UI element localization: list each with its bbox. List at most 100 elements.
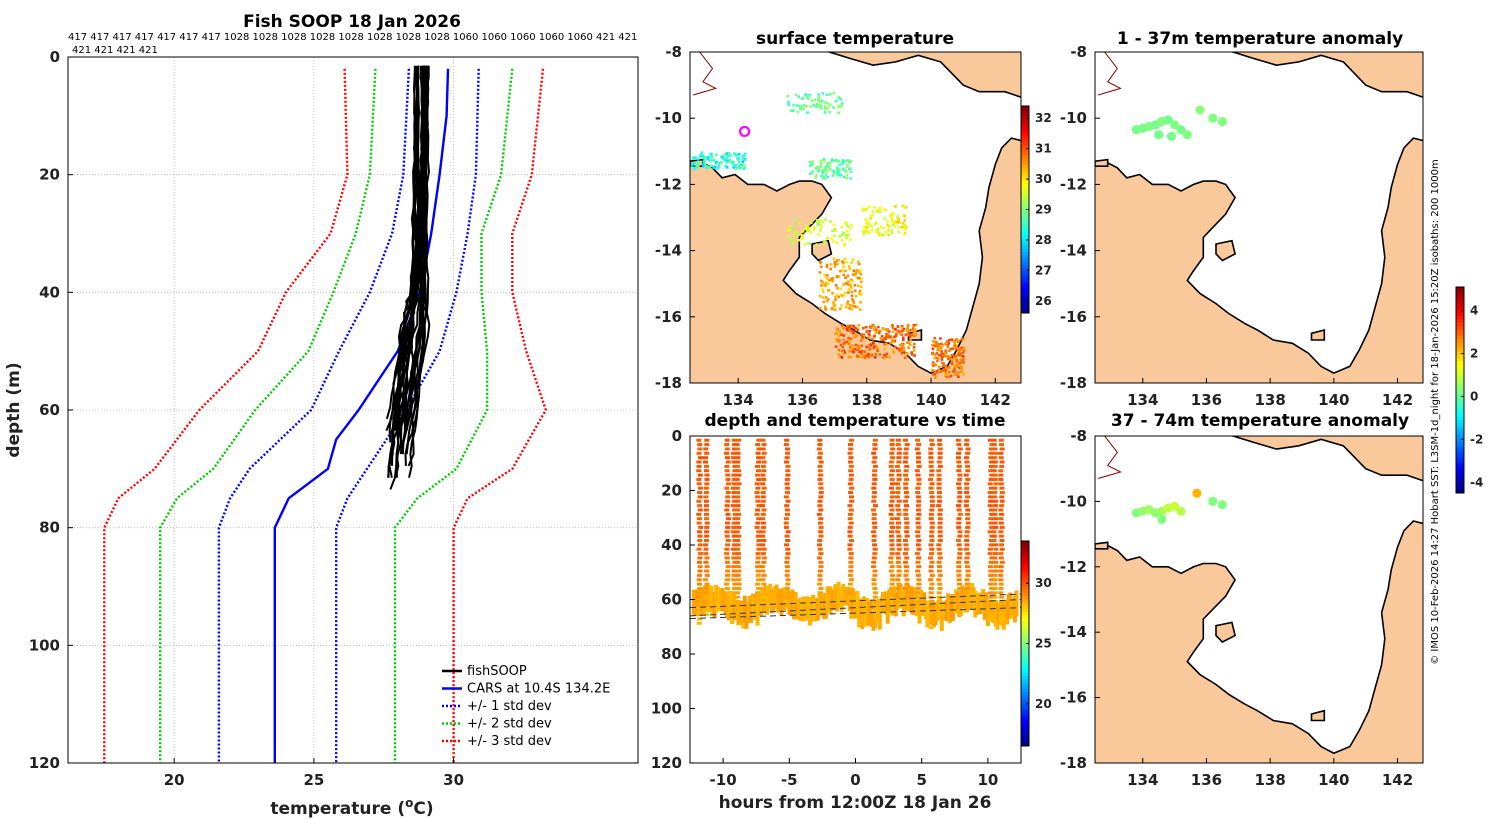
sst-pixel bbox=[853, 348, 857, 351]
profile-sample bbox=[871, 560, 877, 564]
profile-sample bbox=[896, 534, 902, 538]
colorbar-segment bbox=[1021, 128, 1029, 133]
profile-series--2-std-dev-low- bbox=[158, 68, 377, 763]
profile-sample bbox=[735, 508, 741, 512]
sst-pixel bbox=[847, 160, 851, 164]
sst-pixel bbox=[854, 273, 858, 277]
sst-pixel bbox=[819, 165, 823, 169]
colorbar-segment bbox=[1456, 422, 1464, 426]
profile-sample bbox=[937, 508, 943, 512]
profile-sample bbox=[697, 456, 703, 460]
colorbar-segment bbox=[1021, 300, 1029, 304]
profile-sample bbox=[964, 451, 970, 455]
profile-sample bbox=[760, 517, 766, 521]
profile-sample bbox=[988, 499, 994, 503]
profile-sample bbox=[965, 586, 971, 590]
profile-sample bbox=[929, 573, 935, 577]
sst-pixel bbox=[741, 154, 745, 158]
sst-pixel bbox=[906, 333, 910, 337]
colorbar-segment bbox=[1021, 653, 1029, 657]
colorbar-tick-label: -4 bbox=[1470, 475, 1483, 489]
colorbar-segment bbox=[1021, 576, 1029, 580]
profile-sample bbox=[784, 482, 790, 486]
profile-sample bbox=[904, 595, 910, 599]
sst-pixel bbox=[849, 160, 853, 163]
profile-sample bbox=[998, 534, 1004, 538]
profile-sample bbox=[915, 600, 921, 604]
profile-sample bbox=[992, 495, 998, 499]
sst-pixel bbox=[958, 352, 962, 356]
profile-sample bbox=[817, 591, 823, 595]
profile-sample bbox=[936, 460, 942, 464]
profile-sample bbox=[724, 591, 730, 595]
profile-sample bbox=[998, 565, 1004, 569]
sst-pixel bbox=[898, 343, 902, 347]
profile-sample bbox=[697, 504, 703, 508]
profile-sample bbox=[871, 556, 877, 560]
profile-sample bbox=[965, 477, 971, 481]
sst-pixel bbox=[875, 231, 878, 234]
sst-pixel bbox=[725, 166, 729, 169]
profile-sample bbox=[999, 499, 1005, 503]
profile-sample bbox=[704, 512, 710, 516]
profile-sample bbox=[993, 565, 999, 569]
sst-pixel bbox=[944, 349, 947, 352]
profile-sample bbox=[871, 499, 877, 503]
sst-pixel bbox=[950, 338, 954, 341]
sst-pixel bbox=[696, 165, 700, 169]
profile-sample bbox=[735, 512, 741, 516]
profile-sample bbox=[730, 530, 736, 534]
sst-pixel bbox=[899, 333, 903, 336]
profile-sample bbox=[732, 582, 738, 586]
sst-pixel bbox=[932, 373, 935, 376]
profile-sample bbox=[818, 491, 824, 495]
profile-sample bbox=[999, 460, 1005, 464]
sst-pixel bbox=[914, 328, 917, 332]
sst-pixel bbox=[849, 238, 852, 242]
profile-sample bbox=[703, 547, 709, 551]
sst-pixel bbox=[793, 234, 796, 238]
sst-pixel bbox=[826, 106, 830, 110]
profile-sample bbox=[903, 473, 909, 477]
profile-sample bbox=[760, 473, 766, 477]
profile-sample bbox=[896, 573, 902, 577]
profile-sample bbox=[872, 552, 878, 556]
profile-sample bbox=[957, 477, 963, 481]
colorbar-segment bbox=[1456, 444, 1464, 449]
profile-sample bbox=[890, 525, 896, 529]
sst-pixel bbox=[850, 294, 854, 298]
sst-pixel bbox=[841, 168, 845, 171]
profile-sample bbox=[736, 438, 742, 442]
colorbar-tick-label: 20 bbox=[1035, 697, 1052, 711]
profile-sample bbox=[703, 595, 709, 599]
profile-sample bbox=[735, 600, 741, 604]
sst-pixel bbox=[887, 330, 891, 333]
sst-pixel bbox=[832, 234, 836, 238]
profile-sample bbox=[847, 543, 853, 547]
profile-sample bbox=[704, 582, 710, 586]
profile-sample bbox=[992, 491, 998, 495]
sst-pixel bbox=[900, 324, 904, 328]
sst-pixel bbox=[933, 353, 937, 356]
sst-pixel bbox=[961, 354, 964, 358]
profile-sample bbox=[783, 443, 789, 447]
profile-sample bbox=[895, 486, 901, 490]
colorbar-segment bbox=[1021, 560, 1029, 564]
profile-sample bbox=[929, 582, 935, 586]
profile-sample bbox=[871, 486, 877, 490]
sst-pixel bbox=[934, 376, 937, 379]
colorbar-segment bbox=[1021, 624, 1029, 628]
profile-sample bbox=[904, 591, 910, 595]
sst-pixel bbox=[885, 333, 888, 336]
sst-pixel bbox=[707, 157, 710, 160]
profile-sample bbox=[696, 521, 702, 525]
profile-sample bbox=[992, 591, 998, 595]
colorbar-segment bbox=[1021, 212, 1029, 217]
profile-sample bbox=[760, 595, 766, 599]
sst-pixel bbox=[858, 308, 862, 311]
sst-pixel bbox=[866, 352, 870, 356]
sst-pixel bbox=[937, 365, 941, 369]
profile-sample bbox=[998, 573, 1004, 577]
sst-pixel bbox=[896, 347, 900, 350]
profile-sample bbox=[817, 569, 823, 573]
